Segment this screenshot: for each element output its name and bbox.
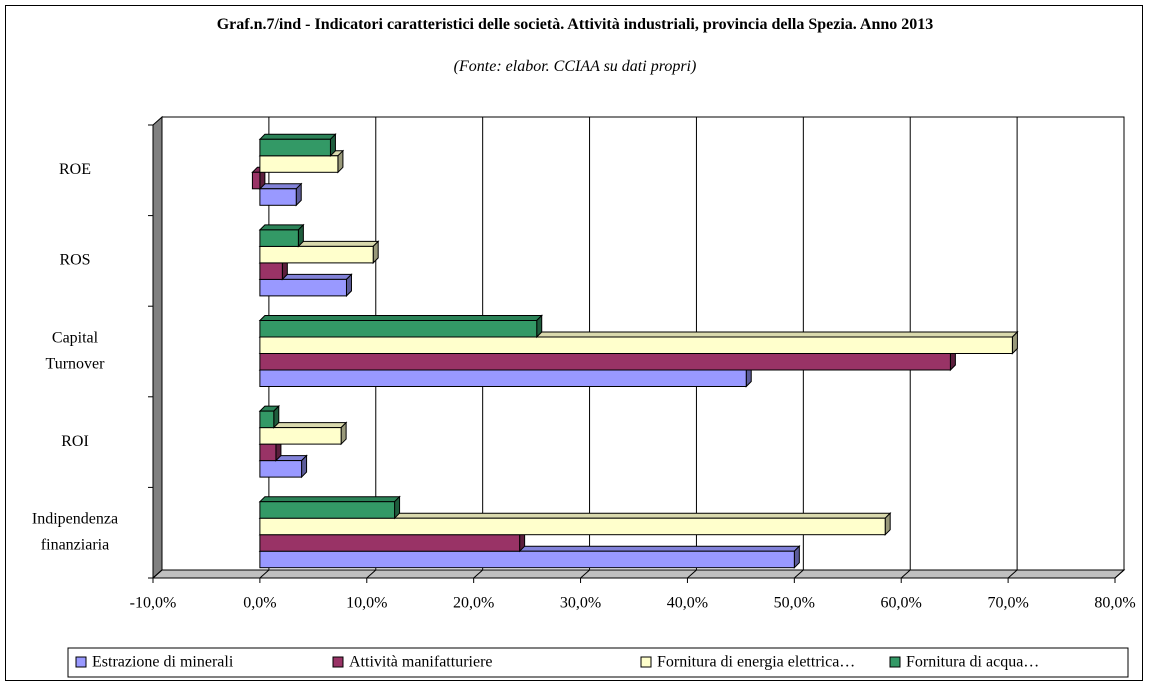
x-tick-label: 20,0% [453,595,494,612]
bar-face [259,138,331,157]
grid-line [152,117,163,579]
bar [258,314,543,339]
x-tick-label: 0,0% [243,595,276,612]
grid-line [794,117,804,579]
bar [258,240,380,265]
bar-face [259,229,299,247]
bar-face [259,517,886,536]
chart-title: Graf.n.7/ind - Indicatori caratteristici… [216,16,934,33]
bar-top [258,315,543,321]
bar-face [259,188,297,206]
grid-line [473,117,484,579]
bar-top [258,496,401,503]
bar-face [251,171,261,190]
legend-box [67,647,1129,678]
bar-top [258,183,303,190]
x-tick-label: 70,0% [987,595,1028,612]
bar-face [259,155,339,173]
bar [258,182,303,207]
bar-face [259,443,277,462]
bar-face [259,245,374,264]
grid-line [900,117,911,579]
x-tick-label: 50,0% [774,595,815,612]
bar-top [258,133,337,140]
legend-swatch [332,656,344,668]
bar-face [259,262,283,280]
bar [258,133,337,158]
bar [258,421,348,446]
x-tick-label: 30,0% [560,595,601,612]
grid-line [580,117,591,579]
floor [151,569,1126,579]
bar-face [259,410,275,429]
bar-face [259,369,747,387]
x-tick-label: 40,0% [667,595,708,612]
bar [258,404,280,429]
legend-label: Fornitura di acqua… [906,654,1039,671]
legend-label: Estrazione di minerali [92,654,234,671]
bar-face [259,336,1013,354]
legend-swatch [75,656,87,668]
legend-swatch [889,656,901,668]
y-tick-label: ROS [59,252,90,269]
bar-face [259,353,951,371]
bar-face [259,460,303,478]
bar-face [259,427,342,445]
x-tick-label: 10,0% [346,595,387,612]
grid-line [1007,117,1018,579]
x-tick-label: 60,0% [881,595,922,612]
bar-face [259,550,795,569]
bar [258,495,401,520]
x-tick-label: -10,0% [130,595,177,612]
bar-top [258,224,305,231]
chart-subtitle: (Fonte: elabor. CCIAA su dati propri) [453,58,697,75]
grid-line [1114,117,1125,579]
bar [258,511,892,536]
legend-label: Attività manifatturiere [349,654,493,671]
bar-face [259,320,538,338]
chart-frame [5,5,1143,681]
y-tick-label: ROI [61,433,89,450]
legend-label: Fornitura di energia elettrica… [657,654,855,671]
x-tick-label: 80,0% [1094,595,1135,612]
y-tick-label: Capital Turnover [46,329,106,372]
y-tick-label: Indipendenza finanziaria [32,510,118,553]
left-wall [152,115,163,580]
bar-face [259,501,396,519]
bar-face [259,278,347,297]
y-tick-label: ROE [59,161,91,178]
bar-face [259,534,521,552]
grid-line [687,117,697,579]
bar [258,223,305,248]
legend-swatch [640,656,652,668]
grid-line [366,117,377,579]
